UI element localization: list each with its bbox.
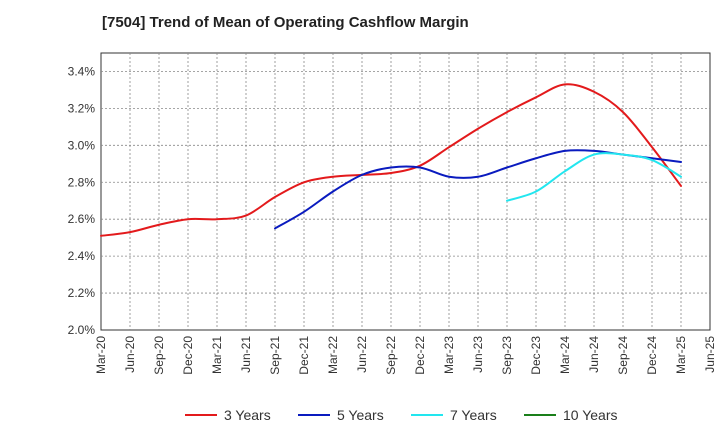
x-tick-label: Dec-22 xyxy=(413,336,427,375)
x-tick-label: Dec-23 xyxy=(529,336,543,375)
series-line-3-years xyxy=(100,83,682,237)
y-tick-label: 2.8% xyxy=(68,175,96,189)
x-tick-label: Jun-20 xyxy=(123,336,137,373)
y-tick-label: 3.0% xyxy=(68,138,96,152)
plot-area xyxy=(100,52,711,331)
chart-title: [7504] Trend of Mean of Operating Cashfl… xyxy=(102,14,469,31)
x-tick-label: Mar-24 xyxy=(558,336,572,374)
x-tick-label: Mar-22 xyxy=(326,336,340,374)
x-tick-label: Sep-21 xyxy=(268,336,282,375)
series-line-7-years xyxy=(506,152,682,202)
x-tick-label: Mar-25 xyxy=(674,336,688,374)
x-tick-label: Mar-23 xyxy=(442,336,456,374)
x-tick-label: Dec-21 xyxy=(297,336,311,375)
x-tick-label: Sep-22 xyxy=(384,336,398,375)
x-tick-label: Jun-23 xyxy=(471,336,485,373)
legend-label-5-years: 5 Years xyxy=(337,407,384,423)
x-tick-label: Sep-24 xyxy=(616,336,630,375)
x-tick-label: Sep-23 xyxy=(500,336,514,375)
y-tick-label: 2.4% xyxy=(68,249,96,263)
legend-label-7-years: 7 Years xyxy=(450,407,497,423)
x-tick-label: Dec-24 xyxy=(645,336,659,375)
y-tick-label: 3.4% xyxy=(68,64,96,78)
x-tick-label: Jun-24 xyxy=(587,336,601,373)
y-tick-label: 2.2% xyxy=(68,286,96,300)
y-tick-label: 2.6% xyxy=(68,212,96,226)
y-tick-label: 2.0% xyxy=(68,323,96,337)
legend-label-10-years: 10 Years xyxy=(563,407,618,423)
x-tick-label: Jun-25 xyxy=(703,336,717,373)
legend-label-3-years: 3 Years xyxy=(224,407,271,423)
x-tick-label: Mar-21 xyxy=(210,336,224,374)
y-tick-label: 3.2% xyxy=(68,101,96,115)
x-tick-label: Mar-20 xyxy=(94,336,108,374)
x-tick-label: Sep-20 xyxy=(152,336,166,375)
x-tick-label: Jun-22 xyxy=(355,336,369,373)
x-tick-label: Jun-21 xyxy=(239,336,253,373)
x-tick-label: Dec-20 xyxy=(181,336,195,375)
